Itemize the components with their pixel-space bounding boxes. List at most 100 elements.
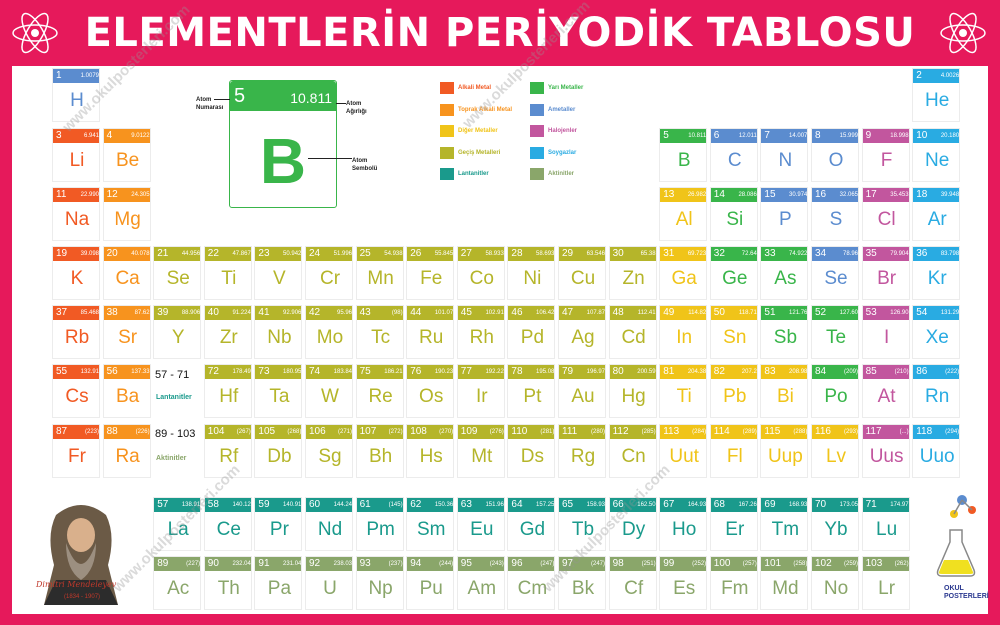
element-cell: 44 101.07 Ru [406,305,455,359]
atomic-number: 90 [207,558,219,569]
element-cell: 87 (223) Fr [52,424,100,478]
element-symbol: Sr [118,327,138,348]
element-cell: 25 54.938 Mn [355,246,404,300]
element-cell: 109 (276) Mt [456,424,505,478]
atomic-mass: 150.36 [434,502,454,508]
element-header: 43 (98) [356,306,403,320]
element-symbol: Ds [520,446,544,467]
element-header: 5 10.811 [660,129,707,143]
element-header: 37 85.468 [53,306,99,320]
element-symbol: V [273,268,286,289]
element-cell: 31 69.723 Ga [659,246,708,300]
element-symbol: Sm [416,519,446,540]
element-cell: 82 207.2 Pb [709,364,758,418]
element-cell: 48 112.41 Cd [608,305,657,359]
atomic-mass: (252) [692,561,707,567]
atomic-number: 39 [157,307,169,318]
element-symbol: Hf [219,386,239,407]
element-cell: 86 (222) Rn [912,364,961,418]
atomic-number: 41 [258,307,270,318]
element-symbol: H [70,90,84,111]
element-header: 67 164.93 [660,498,707,512]
atomic-mass: 22.990 [80,192,99,198]
atomic-number: 112 [612,426,629,437]
atomic-number: 104 [207,426,225,437]
element-header: 76 190.23 [407,365,454,379]
element-header: 31 69.723 [660,247,707,261]
category-swatch [440,146,454,159]
category-swatch [530,103,544,116]
element-cell: 8 15.999 O [811,128,859,182]
category-label: Yarı Metaller [548,85,584,91]
element-header: 44 101.07 [407,306,454,320]
element-cell: 23 50.942 V [254,246,303,300]
element-symbol: Pu [419,578,443,599]
element-header: 79 196.97 [559,365,605,379]
atomic-mass: (285) [641,429,656,435]
atomic-mass: (272) [388,429,403,435]
label-atomic-mass: Atom Ağırlığı [346,101,367,115]
atomic-number: 102 [815,558,832,569]
atomic-number: 34 [815,248,827,259]
atomic-mass: 74.922 [789,251,808,257]
element-cell: 38 87.62 Sr [102,305,151,359]
element-cell: 12 24.305 Mg [102,187,151,241]
element-symbol: Fe [420,268,443,289]
element-header: 50 118.71 [710,306,757,320]
element-symbol: Ca [115,268,140,289]
element-header: 41 92.906 [255,306,302,320]
atomic-number: 63 [460,499,472,510]
element-symbol: Bi [776,386,794,407]
element-cell: 100 (257) Fm [709,556,758,610]
element-symbol: Co [469,268,494,289]
atomic-number: 84 [815,366,827,377]
atomic-mass: 207.2 [741,369,757,375]
element-header: 118 (294) [913,425,960,439]
element-header: 21 44.956 [154,247,201,261]
element-symbol: Lr [878,578,896,599]
element-header: 60 144.24 [306,498,352,512]
element-symbol: P [779,209,792,230]
element-symbol: Tb [571,519,595,540]
element-cell: 24 51.996 Cr [305,246,353,300]
element-header: 77 192.22 [457,365,504,379]
atomic-number: 81 [663,366,675,377]
atomic-number: 71 [865,499,877,510]
element-cell: 19 39.098 K [52,246,100,300]
atomic-mass: 58.693 [536,251,555,257]
leader-line [214,99,230,100]
atomic-number: 62 [410,499,422,510]
atomic-mass: (98) [391,310,403,316]
atomic-mass: 95.96 [336,310,352,316]
element-cell: 33 74.922 As [760,246,809,300]
atomic-number: 49 [663,307,675,318]
atomic-number: 5 [663,130,669,141]
atomic-mass: 54.938 [384,251,403,257]
element-cell: 76 190.23 Os [406,364,455,418]
atomic-mass: 26.982 [687,192,707,198]
atomic-number: 9 [865,130,872,141]
element-header: 75 186.21 [356,365,403,379]
element-cell: 96 (247) Cm [507,556,556,610]
atomic-mass: 186.21 [384,369,403,375]
atomic-number: 76 [410,366,422,377]
atomic-number: 116 [815,426,831,437]
atomic-number: 89 [157,558,169,569]
atomic-mass: 168.93 [789,502,808,508]
element-cell: 99 (252) Es [659,556,708,610]
element-symbol: Kr [927,268,947,289]
atomic-number: 114 [713,426,730,437]
atomic-number: 65 [562,499,574,510]
element-cell: 67 164.93 Ho [659,497,708,551]
element-symbol: Zr [219,327,238,348]
element-cell: 7 14.007 N [760,128,809,182]
atomic-mass: 39.098 [80,251,99,257]
atomic-number: 78 [511,366,523,377]
element-header: 9 18.998 [862,129,909,143]
element-header: 63 151.96 [457,498,504,512]
element-symbol: I [883,327,890,348]
atomic-number: 118 [916,426,933,437]
element-cell: 57 138.91 La [153,497,202,551]
label-atomic-number: Atom Numarası [196,97,224,111]
atomic-mass: 55.845 [434,251,454,257]
